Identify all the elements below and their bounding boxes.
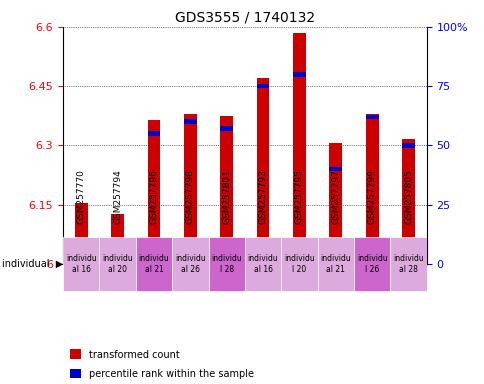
Bar <box>292 72 305 77</box>
Text: GSM257794: GSM257794 <box>113 169 122 224</box>
Text: individual  ▶: individual ▶ <box>2 259 63 269</box>
Bar <box>256 84 269 88</box>
Text: GSM257797: GSM257797 <box>331 169 340 224</box>
FancyBboxPatch shape <box>208 237 244 291</box>
Text: GSM257795: GSM257795 <box>294 169 303 224</box>
Text: individu
al 21: individu al 21 <box>320 254 350 274</box>
Text: individu
al 28: individu al 28 <box>393 254 423 274</box>
Bar <box>401 143 414 148</box>
Bar <box>220 116 233 264</box>
Text: GSM257799: GSM257799 <box>367 169 376 224</box>
Bar <box>70 349 81 359</box>
FancyBboxPatch shape <box>63 237 99 291</box>
Text: GSM257805: GSM257805 <box>403 169 412 224</box>
Text: transformed count: transformed count <box>88 350 179 360</box>
Bar <box>256 78 269 264</box>
Bar <box>365 114 378 264</box>
FancyBboxPatch shape <box>172 237 208 291</box>
Text: individu
l 26: individu l 26 <box>356 254 387 274</box>
Bar <box>183 119 197 124</box>
Text: individu
l 28: individu l 28 <box>211 254 242 274</box>
Text: GSM257793: GSM257793 <box>258 169 267 224</box>
Bar <box>147 131 160 136</box>
Bar <box>147 120 160 264</box>
Bar <box>329 143 342 264</box>
FancyBboxPatch shape <box>99 237 136 291</box>
Bar <box>401 139 414 264</box>
Text: individu
al 26: individu al 26 <box>175 254 205 274</box>
Text: GSM257770: GSM257770 <box>76 169 86 224</box>
Text: percentile rank within the sample: percentile rank within the sample <box>88 369 253 379</box>
Bar <box>75 203 88 264</box>
Text: individu
al 20: individu al 20 <box>102 254 133 274</box>
Text: individu
al 16: individu al 16 <box>247 254 278 274</box>
FancyBboxPatch shape <box>317 237 353 291</box>
Bar <box>292 33 305 264</box>
Bar <box>70 369 81 378</box>
Text: individu
l 20: individu l 20 <box>284 254 314 274</box>
FancyBboxPatch shape <box>281 237 317 291</box>
Text: GSM257796: GSM257796 <box>149 169 158 224</box>
Bar <box>75 238 88 242</box>
Text: GSM257801: GSM257801 <box>222 169 231 224</box>
FancyBboxPatch shape <box>390 237 426 291</box>
Text: individu
al 21: individu al 21 <box>138 254 169 274</box>
FancyBboxPatch shape <box>353 237 390 291</box>
Bar <box>183 114 197 264</box>
Text: GSM257798: GSM257798 <box>185 169 195 224</box>
Bar <box>329 167 342 171</box>
FancyBboxPatch shape <box>244 237 281 291</box>
Bar <box>111 250 124 254</box>
Bar <box>220 126 233 131</box>
Title: GDS3555 / 1740132: GDS3555 / 1740132 <box>175 10 314 24</box>
Bar <box>365 114 378 119</box>
FancyBboxPatch shape <box>136 237 172 291</box>
Text: individu
al 16: individu al 16 <box>66 254 96 274</box>
Bar <box>111 214 124 264</box>
